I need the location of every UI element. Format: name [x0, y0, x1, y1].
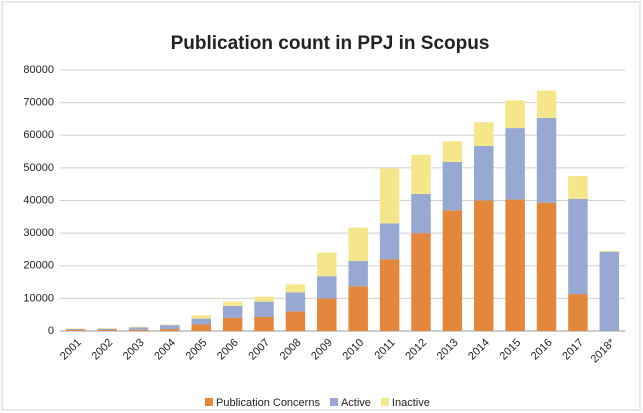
y-tick-label: 40000	[23, 194, 54, 206]
bar-segment	[222, 317, 243, 331]
bar-segment	[97, 328, 117, 331]
bar-segment	[254, 296, 274, 302]
bar-segment	[65, 328, 86, 330]
bar-segment	[411, 193, 431, 234]
bar-segment	[191, 315, 211, 319]
bar-segment	[65, 329, 86, 331]
bar-segment	[160, 325, 180, 330]
chart-title: Publication count in PPJ in Scopus	[171, 33, 490, 54]
legend-label: Active	[341, 397, 371, 409]
y-tick-label: 70000	[23, 97, 54, 109]
y-tick-label: 80000	[23, 64, 54, 76]
y-tick-label: 20000	[23, 260, 54, 272]
bar-segment	[474, 122, 494, 147]
bar-segment	[536, 90, 557, 118]
bar-segment	[160, 324, 180, 326]
legend-label: Inactive	[392, 397, 430, 409]
bar-segment	[505, 128, 525, 200]
bar-segment	[568, 176, 588, 199]
bar-segment	[442, 162, 463, 211]
bar-segment	[442, 141, 463, 163]
bar-segment	[65, 330, 86, 331]
bar-segment	[254, 316, 274, 331]
bar-segment	[348, 286, 368, 331]
bar-segment	[191, 324, 211, 331]
bar-segment	[411, 154, 431, 194]
bar-segment	[505, 100, 525, 129]
bar-segment	[222, 305, 243, 318]
bar-segment	[474, 200, 494, 331]
bar-segment	[379, 259, 400, 331]
bar-segment	[348, 260, 368, 287]
bar-segment	[285, 292, 306, 312]
bar-segment	[285, 284, 306, 293]
bar-segment	[317, 252, 337, 277]
bar-segment	[222, 301, 243, 306]
bar-segment	[536, 202, 557, 331]
bar-segment	[379, 223, 400, 260]
bar-segment	[160, 329, 180, 331]
bar-segment	[317, 298, 337, 331]
bar-segment	[97, 328, 117, 329]
bar-segment	[128, 329, 149, 331]
bar-segment	[411, 233, 431, 331]
bar-segment	[536, 117, 557, 203]
bar-segment	[128, 326, 149, 328]
bar-segment	[317, 276, 337, 299]
bar-segment	[505, 199, 525, 331]
bar-segment	[379, 168, 400, 224]
y-tick-label: 0	[48, 325, 54, 337]
bar-segment	[191, 318, 211, 325]
bar-segment	[474, 146, 494, 201]
bar-segment	[285, 311, 306, 331]
legend-swatch	[205, 398, 213, 406]
bar-segment	[599, 251, 620, 331]
y-tick-label: 10000	[23, 292, 54, 304]
legend-label: Publication Concerns	[216, 397, 320, 409]
bar-segment	[128, 327, 149, 330]
bar-segment	[568, 294, 588, 331]
y-tick-label: 30000	[23, 227, 54, 239]
bar-segment	[442, 210, 463, 331]
bar-segment	[97, 330, 117, 331]
bar-segment	[568, 198, 588, 295]
y-tick-label: 50000	[23, 162, 54, 174]
bar-segment	[599, 250, 620, 252]
legend-swatch	[380, 398, 389, 406]
y-tick-label: 60000	[23, 129, 54, 141]
bar-segment	[348, 227, 368, 261]
bar-segment	[254, 301, 274, 317]
legend-swatch	[329, 398, 338, 406]
